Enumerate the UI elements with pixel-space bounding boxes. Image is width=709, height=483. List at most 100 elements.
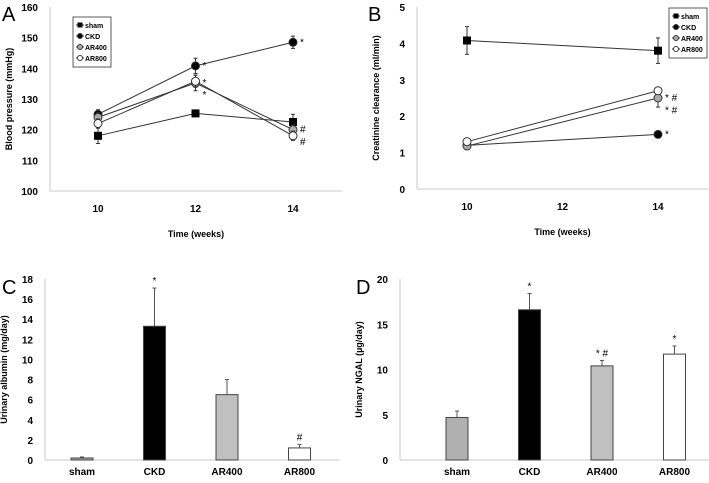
- panel-label: D: [356, 277, 370, 299]
- x-tick-label: AR400: [586, 467, 618, 478]
- bar-AR400: [590, 365, 614, 461]
- x-tick-label: AR800: [659, 467, 691, 478]
- series-line-AR400: [466, 97, 659, 147]
- y-tick-label: 0: [382, 456, 388, 467]
- x-tick-label: AR400: [211, 467, 243, 478]
- data-point-sham: [289, 118, 297, 126]
- data-point-AR800: [462, 137, 472, 147]
- y-tick-label: 2: [399, 112, 405, 123]
- y-tick-label: 20: [377, 275, 389, 286]
- legend-label: sham: [85, 23, 103, 30]
- y-axis-label: Urinary NGAL (µg/day): [354, 321, 364, 418]
- y-tick-label: 18: [22, 275, 34, 286]
- x-tick-label: 14: [287, 204, 299, 215]
- data-point-CKD: [191, 61, 200, 71]
- y-tick-label: 0: [399, 185, 405, 196]
- bar-AR400: [215, 394, 239, 461]
- significance-mark: #: [300, 125, 306, 136]
- x-tick-label: CKD: [144, 467, 166, 478]
- y-tick-label: 160: [21, 3, 38, 14]
- y-tick-label: 5: [399, 3, 405, 14]
- data-point-sham: [463, 36, 471, 45]
- y-tick-label: 5: [382, 411, 388, 422]
- y-tick-label: 110: [22, 156, 39, 167]
- significance-mark: *: [153, 276, 157, 287]
- y-tick-label: 14: [22, 315, 34, 326]
- legend-marker-AR400: [673, 35, 679, 41]
- legend-marker-AR400: [77, 44, 83, 50]
- y-tick-label: 8: [27, 376, 33, 387]
- significance-mark: #: [300, 137, 306, 148]
- legend-marker-sham: [673, 13, 679, 19]
- y-axis-label: Blood pressure (mmHg): [4, 48, 14, 151]
- series-line-CKD: [466, 133, 659, 146]
- y-tick-label: 4: [27, 416, 33, 427]
- bar-CKD: [143, 325, 166, 461]
- y-tick-label: 150: [21, 34, 38, 45]
- y-tick-label: 0: [27, 456, 33, 467]
- x-axis-label: Time (weeks): [534, 227, 590, 237]
- data-point-AR800: [191, 76, 200, 86]
- series-line-sham: [466, 39, 659, 52]
- y-tick-label: 2: [27, 436, 33, 447]
- series-line-AR800: [466, 90, 659, 143]
- x-tick-label: 14: [652, 202, 664, 213]
- significance-mark: *: [673, 334, 677, 345]
- legend-label: AR800: [681, 47, 703, 54]
- y-tick-label: 4: [399, 39, 405, 50]
- legend-label: AR400: [681, 36, 703, 43]
- bar-CKD: [518, 309, 541, 461]
- y-tick-label: 16: [22, 295, 34, 306]
- significance-mark: * #: [596, 348, 609, 359]
- significance-mark: *: [203, 61, 207, 72]
- legend-marker-AR800: [673, 46, 679, 52]
- data-point-sham: [94, 131, 102, 140]
- x-tick-label: 12: [557, 202, 569, 213]
- x-tick-label: sham: [444, 467, 470, 478]
- x-tick-label: sham: [69, 467, 95, 478]
- y-tick-label: 15: [377, 320, 389, 331]
- legend-marker-CKD: [77, 33, 83, 39]
- y-tick-label: 100: [21, 187, 38, 198]
- significance-mark: *: [665, 129, 669, 140]
- y-tick-label: 6: [27, 396, 33, 407]
- significance-mark: *: [203, 90, 207, 101]
- significance-mark: * #: [665, 93, 678, 104]
- data-point-CKD: [288, 37, 298, 47]
- significance-mark: * #: [665, 106, 678, 117]
- legend-marker-sham: [77, 22, 83, 28]
- y-tick-label: 12: [22, 335, 34, 346]
- panel-label: B: [368, 4, 381, 26]
- y-axis-label: Creatinine clearance (ml/min): [371, 35, 381, 161]
- x-tick-label: 10: [92, 204, 104, 215]
- legend-label: CKD: [85, 34, 100, 41]
- x-tick-label: CKD: [519, 467, 541, 478]
- data-point-sham: [654, 46, 662, 55]
- x-tick-label: 10: [461, 202, 473, 213]
- x-tick-label: AR800: [284, 467, 316, 478]
- y-axis-label: Urinary albumin (mg/day): [0, 315, 9, 424]
- y-tick-label: 140: [21, 64, 38, 75]
- x-tick-label: 12: [190, 204, 202, 215]
- legend-label: CKD: [681, 25, 696, 32]
- legend-marker-AR800: [77, 55, 83, 61]
- y-tick-label: 10: [22, 355, 34, 366]
- data-point-AR800: [288, 131, 298, 141]
- significance-mark: *: [203, 78, 207, 89]
- data-point-sham: [191, 109, 200, 118]
- legend-label: sham: [681, 14, 699, 21]
- y-tick-label: 1: [399, 149, 405, 160]
- y-tick-label: 3: [399, 76, 405, 87]
- bar-sham: [70, 457, 94, 461]
- data-point-CKD: [653, 129, 663, 139]
- bar-sham: [445, 416, 469, 461]
- legend-label: AR800: [85, 56, 107, 63]
- legend-label: AR400: [85, 45, 107, 52]
- significance-mark: #: [297, 432, 303, 443]
- y-tick-label: 10: [377, 366, 389, 377]
- panel-label: A: [2, 4, 16, 26]
- bar-AR800: [288, 447, 311, 461]
- data-point-AR800: [93, 119, 103, 129]
- panel-label: C: [2, 277, 16, 299]
